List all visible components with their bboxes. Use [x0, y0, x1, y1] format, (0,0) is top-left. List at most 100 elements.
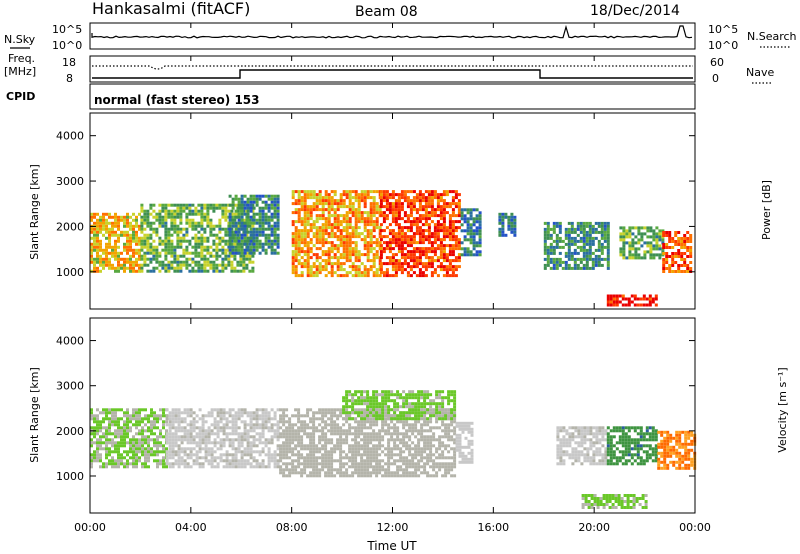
power-cell	[427, 265, 431, 269]
power-cell	[315, 235, 319, 239]
power-cell	[200, 233, 204, 237]
velocity-cell	[366, 426, 370, 430]
power-cell	[333, 211, 337, 215]
power-cell	[686, 231, 690, 234]
power-cell	[445, 259, 449, 263]
velocity-cell	[372, 390, 376, 394]
power-cell	[354, 223, 358, 227]
velocity-cell	[423, 435, 427, 439]
velocity-cell	[96, 426, 99, 430]
velocity-cell	[345, 414, 349, 418]
power-cell	[102, 218, 105, 222]
power-cell	[215, 263, 219, 267]
power-cell	[582, 242, 586, 246]
velocity-cell	[285, 432, 289, 436]
power-cell	[149, 257, 153, 261]
velocity-cell	[414, 471, 418, 475]
velocity-cell	[417, 462, 421, 466]
velocity-cell	[276, 447, 280, 451]
velocity-cell	[441, 414, 445, 418]
velocity-cell	[177, 453, 181, 457]
power-cell	[406, 253, 410, 257]
power-cell	[469, 226, 473, 230]
velocity-cell	[324, 426, 328, 430]
velocity-cell	[261, 435, 265, 439]
power-cell	[400, 205, 404, 209]
power-cell	[126, 245, 129, 249]
power-cell	[406, 235, 410, 239]
velocity-cell	[279, 456, 283, 460]
power-cell	[665, 252, 669, 255]
power-cell	[357, 235, 361, 239]
velocity-cell	[129, 462, 132, 466]
power-cell	[345, 217, 349, 221]
power-cell	[138, 242, 141, 246]
power-cell	[463, 208, 467, 212]
power-cell	[90, 230, 93, 234]
velocity-cell	[285, 456, 289, 460]
velocity-cell	[177, 459, 181, 463]
power-cell	[345, 196, 349, 200]
power-cell	[140, 242, 144, 246]
velocity-cell	[186, 432, 190, 436]
power-cell	[114, 230, 117, 234]
power-cell	[415, 220, 419, 224]
power-cell	[622, 253, 626, 257]
power-cell	[108, 233, 111, 237]
power-cell	[388, 244, 392, 248]
power-cell	[179, 242, 183, 246]
velocity-cell	[414, 429, 418, 433]
power-ylabel: Slant Range [km]	[28, 164, 41, 260]
power-cell	[336, 262, 340, 266]
power-cell	[246, 212, 250, 216]
power-cell	[179, 254, 183, 258]
velocity-cell	[411, 459, 415, 463]
power-cell	[552, 260, 556, 264]
velocity-cell	[357, 471, 361, 475]
power-cell	[90, 236, 93, 240]
power-cell	[591, 251, 595, 255]
power-cell	[315, 247, 319, 251]
power-cell	[379, 211, 383, 215]
velocity-cell	[300, 468, 304, 472]
power-cell	[369, 265, 373, 269]
velocity-cell	[432, 459, 436, 463]
power-cell	[445, 253, 449, 257]
power-cell	[403, 247, 407, 251]
power-cell	[415, 232, 419, 236]
velocity-cell	[141, 441, 144, 445]
power-cell	[135, 251, 138, 255]
power-cell	[406, 202, 410, 206]
power-cell	[382, 229, 386, 233]
power-cell	[218, 269, 222, 273]
velocity-cell	[318, 417, 322, 421]
velocity-cell	[111, 423, 114, 427]
cpid-frame	[89, 83, 696, 110]
power-cell	[167, 203, 171, 207]
velocity-cell	[111, 417, 114, 421]
velocity-cell	[237, 432, 241, 436]
power-cell	[418, 193, 422, 197]
velocity-cell	[375, 417, 379, 421]
power-cell	[397, 238, 401, 242]
power-cell	[424, 196, 428, 200]
velocity-cell	[285, 474, 289, 478]
power-cell	[463, 235, 467, 239]
power-cell	[448, 235, 452, 239]
power-cell	[439, 214, 443, 218]
power-cell	[570, 242, 574, 246]
power-cell	[221, 227, 225, 231]
power-cell	[249, 206, 253, 210]
power-cell	[200, 263, 204, 267]
power-cell	[655, 238, 659, 242]
power-cell	[606, 236, 610, 240]
power-cell	[336, 238, 340, 242]
power-cell	[249, 200, 253, 204]
power-cell	[294, 247, 298, 251]
power-cell	[597, 263, 601, 267]
velocity-cell	[435, 474, 439, 478]
velocity-cell	[159, 459, 162, 463]
power-cell	[318, 271, 322, 275]
power-cell	[498, 218, 502, 222]
power-cell	[478, 250, 482, 254]
